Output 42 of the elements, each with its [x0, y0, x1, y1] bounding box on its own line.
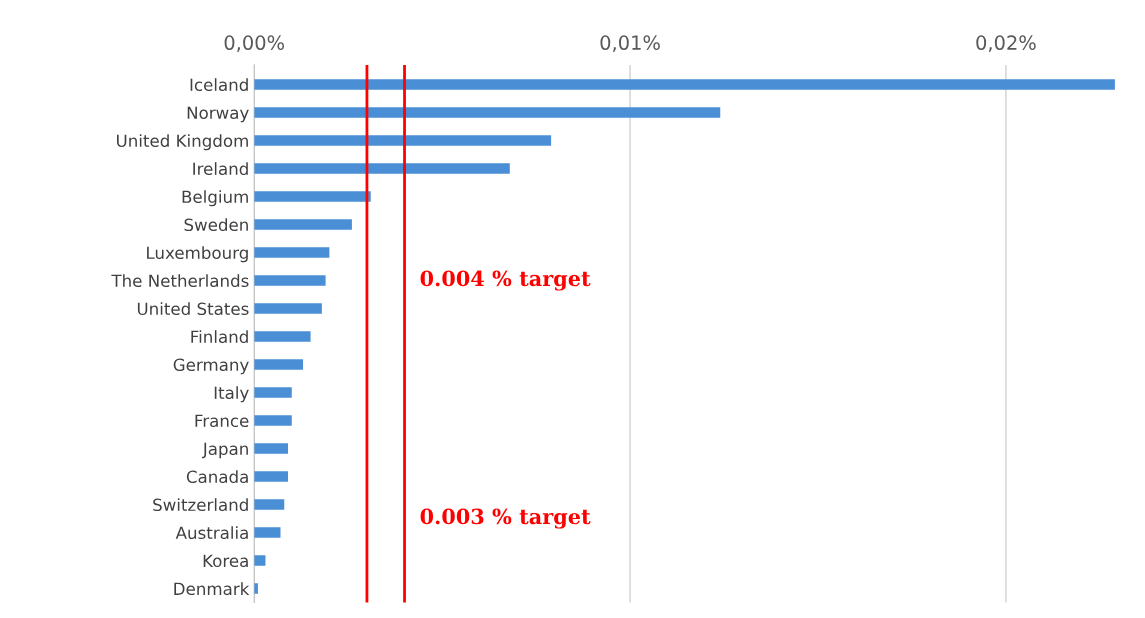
bar	[254, 387, 292, 398]
y-tick-label: Sweden	[184, 218, 248, 232]
bar	[254, 79, 1115, 90]
ref-line-label: 0.004 % target	[420, 270, 591, 291]
y-tick-label: France	[195, 414, 249, 428]
x-tick-label: 0,00%	[224, 35, 284, 52]
bar	[254, 527, 281, 538]
bar	[254, 107, 721, 118]
bar	[254, 471, 289, 482]
y-tick-label: Switzerland	[153, 498, 248, 512]
y-tick-label: Japan	[201, 442, 248, 459]
bar	[254, 443, 289, 454]
bar	[254, 275, 326, 286]
bar	[254, 191, 371, 202]
y-tick-label: Italy	[214, 386, 249, 403]
bar	[254, 359, 304, 370]
y-tick-label: Denmark	[174, 582, 250, 596]
x-tick-label: 0,02%	[976, 35, 1036, 52]
bar	[254, 135, 552, 146]
bar	[254, 415, 292, 426]
bar	[254, 499, 285, 510]
bar	[254, 219, 352, 230]
y-tick-label: Iceland	[190, 78, 248, 92]
y-tick-label: Australia	[175, 526, 248, 540]
y-tick-label: Canada	[186, 470, 248, 484]
y-tick-label: Korea	[203, 554, 248, 568]
y-tick-label: Luxembourg	[147, 246, 248, 263]
y-tick-label: Germany	[173, 358, 249, 375]
y-tick-label: Finland	[191, 330, 248, 344]
y-tick-label: United Kingdom	[117, 134, 248, 151]
bar	[254, 247, 330, 258]
bar	[254, 331, 311, 342]
bar	[254, 163, 510, 174]
y-tick-label: Belgium	[182, 190, 248, 207]
y-tick-label: Ireland	[193, 162, 248, 176]
x-tick-label: 0,01%	[600, 35, 660, 52]
ref-line-label: 0.003 % target	[420, 508, 591, 529]
bar	[254, 555, 266, 566]
y-tick-label: The Netherlands	[111, 274, 249, 288]
bar	[254, 303, 322, 314]
y-tick-label: United States	[137, 302, 249, 316]
y-tick-label: Norway	[187, 106, 249, 123]
